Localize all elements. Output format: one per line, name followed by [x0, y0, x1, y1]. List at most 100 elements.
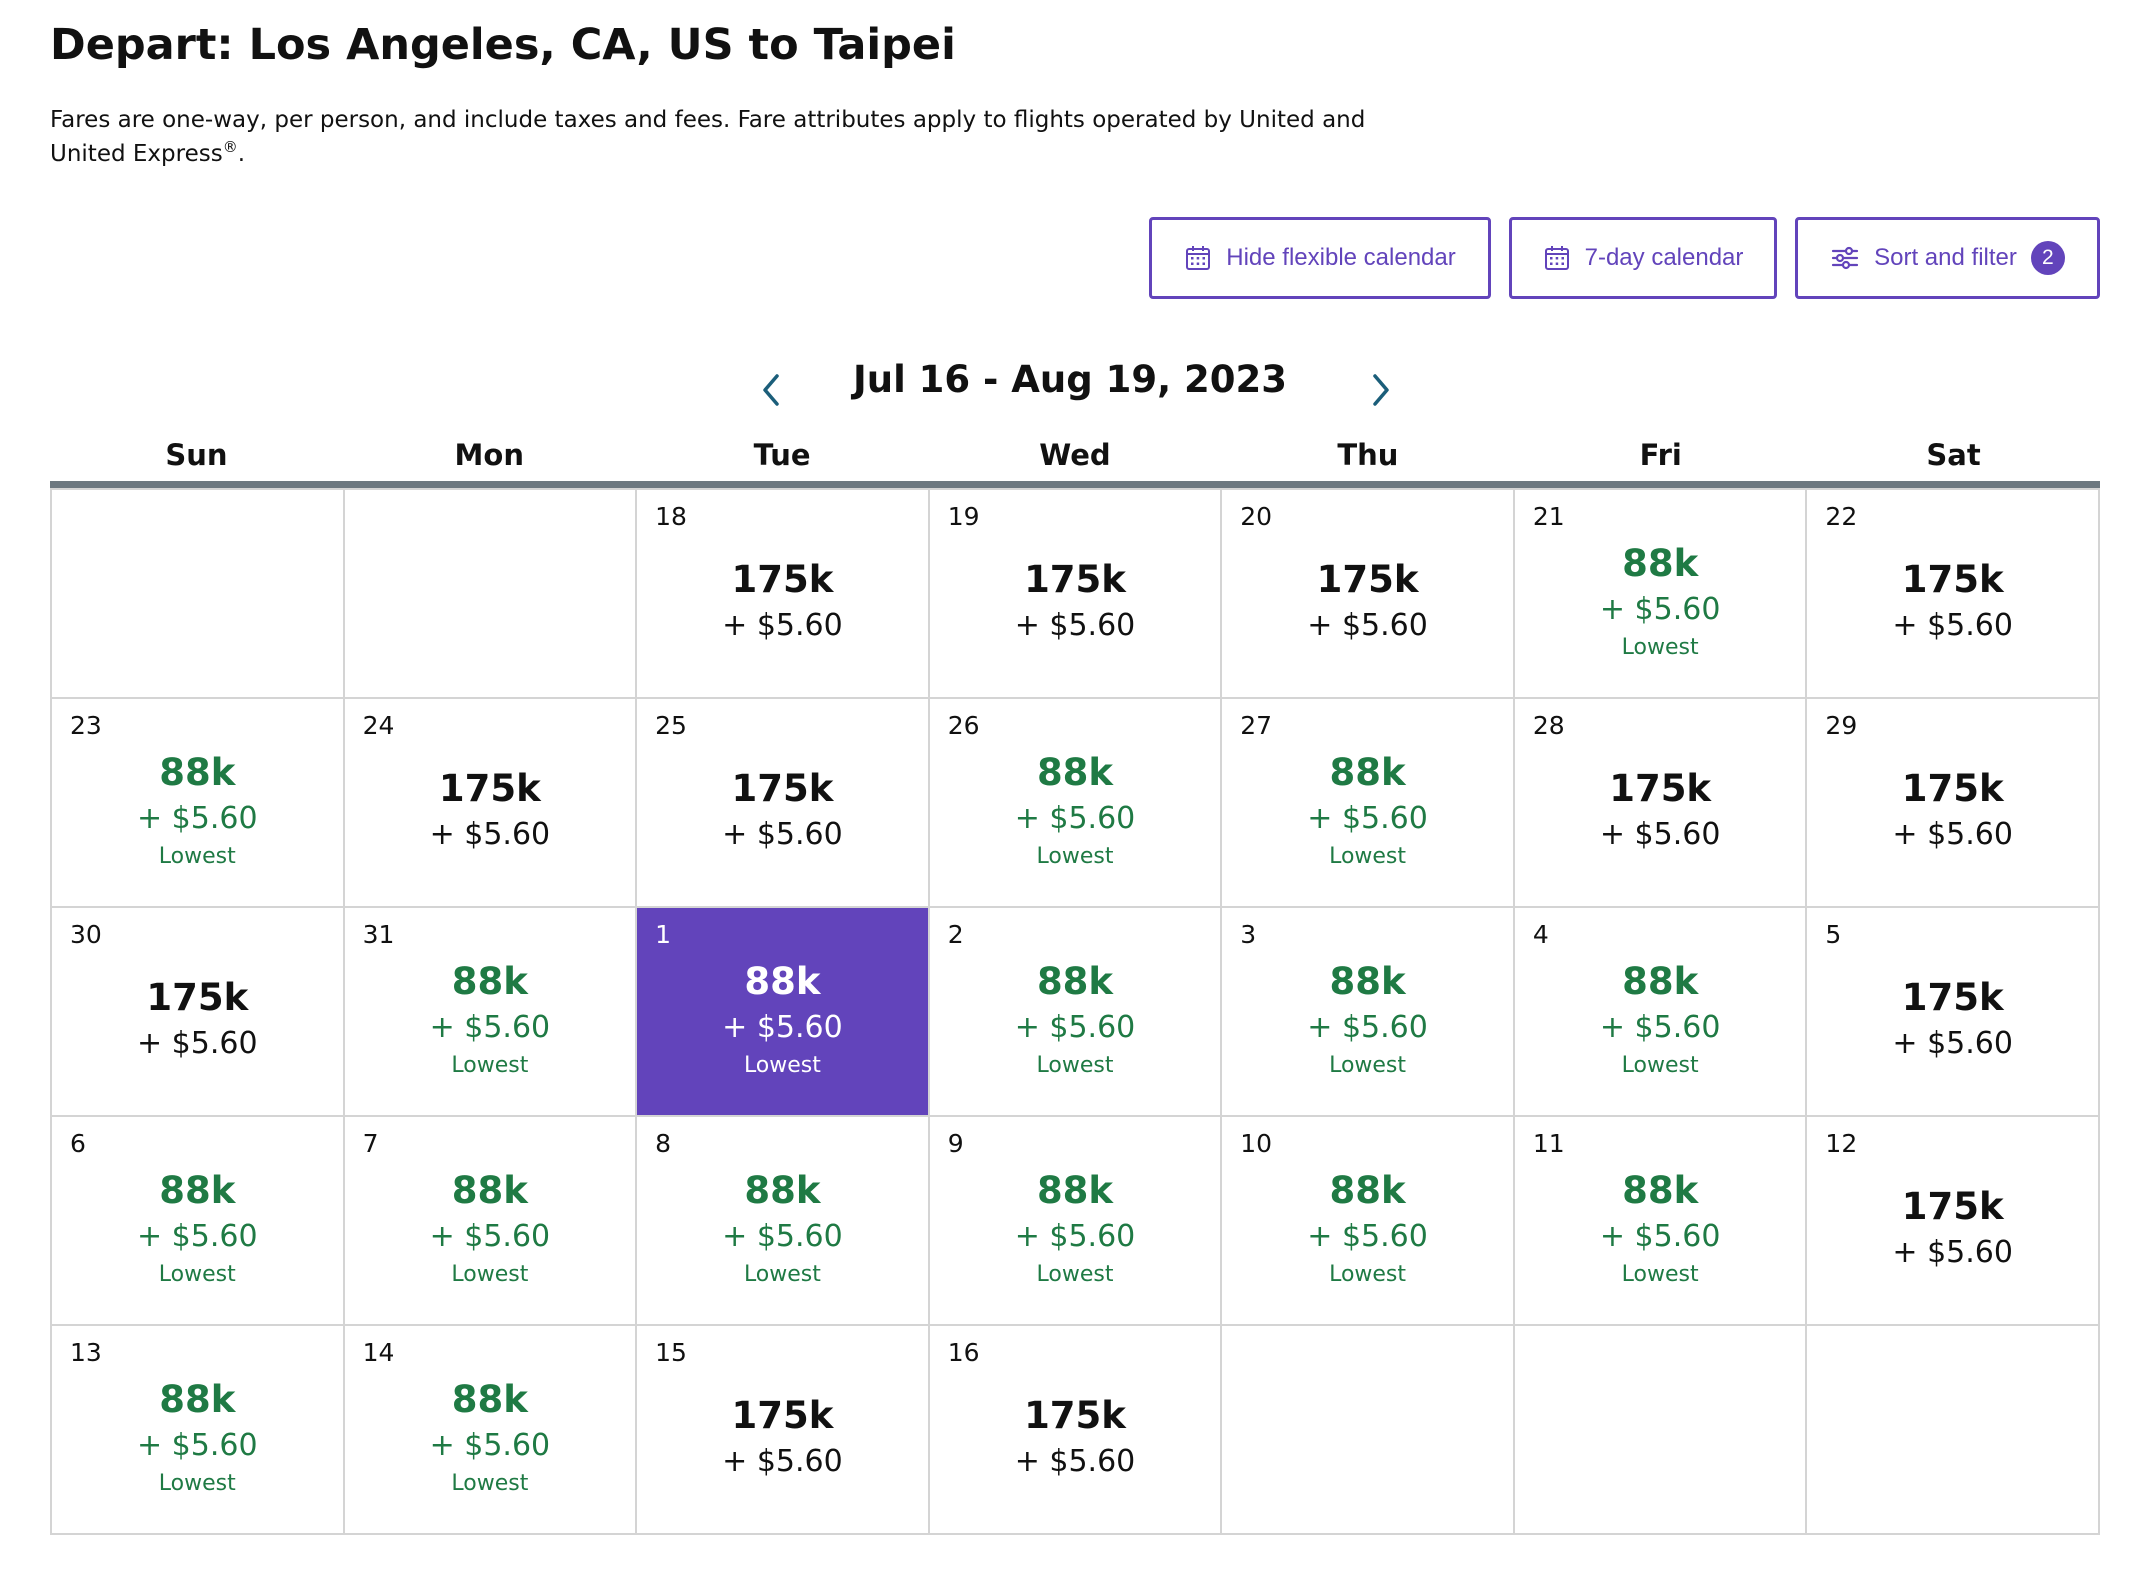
fare-miles: 88k — [1622, 960, 1699, 1003]
calendar-cell-empty — [1807, 1324, 2100, 1533]
day-number: 11 — [1532, 1129, 1565, 1158]
calendar-day[interactable]: 31 88k + $5.60 Lowest — [344, 906, 638, 1115]
calendar-day[interactable]: 20 175k + $5.60 — [1222, 488, 1515, 697]
fare-miles: 88k — [451, 1378, 528, 1421]
lowest-fare-label: Lowest — [1329, 1053, 1407, 1078]
day-number: 29 — [1825, 711, 1858, 740]
calendar-day[interactable]: 11 88k + $5.60 Lowest — [1514, 1115, 1808, 1324]
fare-tax: + $5.60 — [1892, 817, 2013, 852]
fare-miles: 175k — [1316, 558, 1419, 601]
calendar-day[interactable]: 5 175k + $5.60 — [1807, 906, 2100, 1115]
calendar-day[interactable]: 19 175k + $5.60 — [929, 488, 1223, 697]
lowest-fare-label: Lowest — [451, 1262, 529, 1287]
fare-info: 88k + $5.60 Lowest — [637, 1167, 928, 1291]
calendar-day-selected[interactable]: 1 88k + $5.60 Lowest — [637, 906, 930, 1115]
weekday-label: Wed — [1039, 438, 1111, 472]
fare-tax: + $5.60 — [1892, 608, 2013, 643]
seven-day-calendar-label: 7-day calendar — [1584, 244, 1744, 271]
calendar-day[interactable]: 8 88k + $5.60 Lowest — [637, 1115, 930, 1324]
calendar-day[interactable]: 16 175k + $5.60 — [929, 1324, 1223, 1533]
calendar-day[interactable]: 7 88k + $5.60 Lowest — [344, 1115, 638, 1324]
fare-info: 88k + $5.60 Lowest — [52, 749, 343, 873]
fare-info: 88k + $5.60 Lowest — [52, 1167, 343, 1291]
lowest-fare-label: Lowest — [158, 1471, 236, 1496]
calendar-day[interactable]: 15 175k + $5.60 — [637, 1324, 930, 1533]
day-number: 10 — [1240, 1129, 1273, 1158]
fare-miles: 175k — [1901, 976, 2004, 1019]
fare-tax: + $5.60 — [1307, 608, 1428, 643]
fare-info: 175k + $5.60 — [1807, 765, 2098, 857]
lowest-fare-label: Lowest — [1036, 1262, 1114, 1287]
fare-info: 175k + $5.60 — [345, 765, 636, 857]
lowest-fare-label: Lowest — [1036, 844, 1114, 869]
calendar-day[interactable]: 23 88k + $5.60 Lowest — [52, 697, 345, 906]
fare-info: 175k + $5.60 — [930, 556, 1221, 648]
seven-day-calendar-button[interactable]: 7-day calendar — [1509, 217, 1777, 299]
calendar-day[interactable]: 25 175k + $5.60 — [637, 697, 930, 906]
fare-tax: + $5.60 — [1599, 592, 1721, 627]
fare-tax: + $5.60 — [722, 1444, 843, 1479]
calendar-day[interactable]: 21 88k + $5.60 Lowest — [1514, 488, 1808, 697]
calendar-day[interactable]: 28 175k + $5.60 — [1514, 697, 1808, 906]
fare-miles: 175k — [1609, 767, 1712, 810]
fare-miles: 88k — [1622, 1169, 1699, 1212]
calendar-day[interactable]: 27 88k + $5.60 Lowest — [1222, 697, 1515, 906]
day-number: 2 — [947, 920, 964, 949]
chevron-left-icon — [760, 372, 782, 412]
fare-tax: + $5.60 — [1599, 817, 1721, 852]
day-number: 19 — [947, 502, 980, 531]
fare-tax: + $5.60 — [1014, 801, 1136, 836]
previous-range-button[interactable] — [750, 362, 792, 422]
calendar-day[interactable]: 14 88k + $5.60 Lowest — [344, 1324, 638, 1533]
fare-miles: 175k — [146, 976, 249, 1019]
calendar-day[interactable]: 12 175k + $5.60 — [1807, 1115, 2100, 1324]
fare-info: 88k + $5.60 Lowest — [1515, 540, 1806, 664]
weekday-label: Fri — [1639, 438, 1682, 472]
fare-tax: + $5.60 — [1307, 801, 1428, 836]
calendar-cell-empty — [344, 488, 638, 697]
lowest-fare-label: Lowest — [1621, 635, 1699, 660]
calendar-day[interactable]: 10 88k + $5.60 Lowest — [1222, 1115, 1515, 1324]
calendar-day[interactable]: 13 88k + $5.60 Lowest — [52, 1324, 345, 1533]
calendar-day[interactable]: 29 175k + $5.60 — [1807, 697, 2100, 906]
fare-info: 175k + $5.60 — [1807, 974, 2098, 1066]
fare-miles: 175k — [1024, 1394, 1126, 1437]
fare-disclaimer-text: Fares are one-way, per person, and inclu… — [50, 107, 1366, 167]
calendar-day[interactable]: 9 88k + $5.60 Lowest — [929, 1115, 1223, 1324]
fare-miles: 88k — [159, 1169, 236, 1212]
calendar-day[interactable]: 4 88k + $5.60 Lowest — [1514, 906, 1808, 1115]
calendar-day[interactable]: 6 88k + $5.60 Lowest — [52, 1115, 345, 1324]
fare-miles: 175k — [1901, 1185, 2004, 1228]
fare-tax: + $5.60 — [1599, 1219, 1721, 1254]
day-number: 24 — [362, 711, 395, 740]
lowest-fare-label: Lowest — [451, 1053, 529, 1078]
calendar-cell-empty — [1222, 1324, 1515, 1533]
fare-miles: 175k — [1901, 767, 2004, 810]
hide-flexible-calendar-button[interactable]: Hide flexible calendar — [1149, 217, 1491, 299]
fare-miles: 88k — [1036, 1169, 1114, 1212]
calendar-day[interactable]: 2 88k + $5.60 Lowest — [929, 906, 1223, 1115]
fare-info: 88k + $5.60 Lowest — [930, 958, 1221, 1082]
day-number: 13 — [70, 1338, 102, 1367]
calendar-day[interactable]: 26 88k + $5.60 Lowest — [929, 697, 1223, 906]
calendar-day[interactable]: 22 175k + $5.60 — [1807, 488, 2100, 697]
fare-tax: + $5.60 — [1892, 1026, 2013, 1061]
next-range-button[interactable] — [1360, 362, 1402, 422]
fare-tax: + $5.60 — [1307, 1010, 1428, 1045]
sort-and-filter-button[interactable]: Sort and filter 2 — [1795, 217, 2100, 299]
day-number: 27 — [1240, 711, 1273, 740]
calendar-day[interactable]: 3 88k + $5.60 Lowest — [1222, 906, 1515, 1115]
fare-miles: 175k — [438, 767, 541, 810]
day-number: 30 — [70, 920, 102, 949]
lowest-fare-label: Lowest — [743, 1262, 821, 1287]
calendar-day[interactable]: 30 175k + $5.60 — [52, 906, 345, 1115]
fare-miles: 88k — [159, 1378, 236, 1421]
weekday-label: Tue — [753, 438, 811, 472]
calendar-day[interactable]: 18 175k + $5.60 — [637, 488, 930, 697]
fare-info: 175k + $5.60 — [1807, 556, 2098, 648]
fare-tax: + $5.60 — [137, 1026, 258, 1061]
day-number: 14 — [362, 1338, 395, 1367]
fare-tax: + $5.60 — [1014, 1444, 1136, 1479]
fare-tax: + $5.60 — [722, 608, 843, 643]
calendar-day[interactable]: 24 175k + $5.60 — [344, 697, 638, 906]
